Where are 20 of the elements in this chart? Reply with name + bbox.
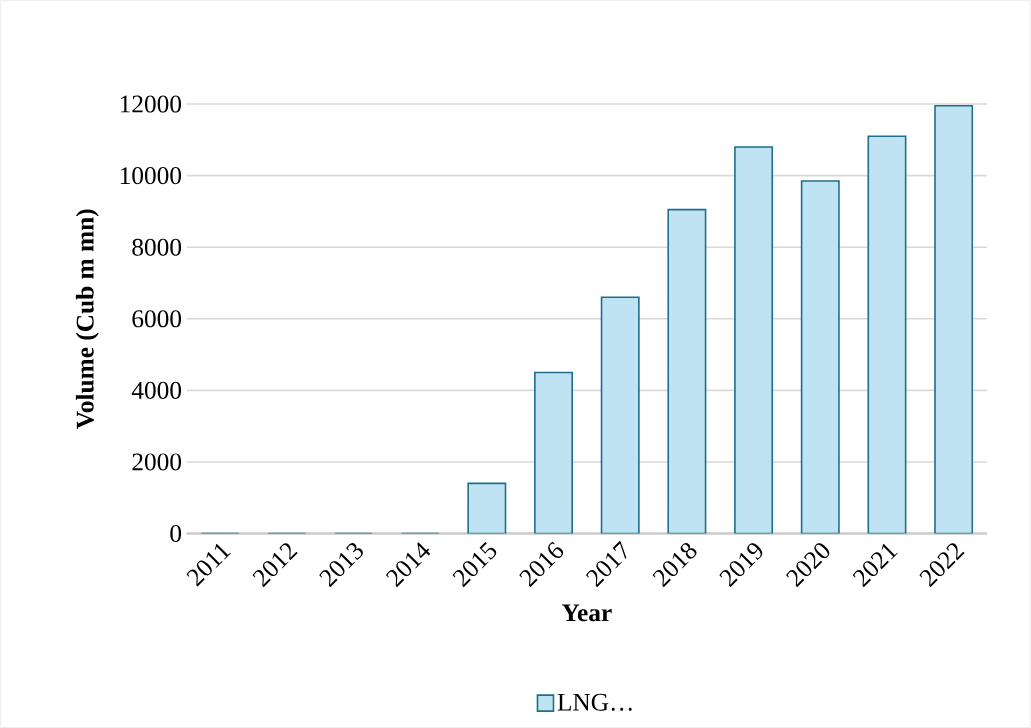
bar — [600, 296, 640, 534]
x-tick-label: 2011 — [186, 543, 231, 587]
x-axis-title: Year — [561, 604, 612, 622]
y-tick-label: 0 — [170, 524, 182, 542]
legend-label: LNG… — [557, 693, 632, 711]
y-tick-label: 8000 — [132, 238, 182, 256]
y-tick-label: 10000 — [120, 166, 182, 185]
y-tick-label: 4000 — [131, 381, 182, 399]
bar — [734, 146, 774, 534]
y-tick-label: 6000 — [132, 310, 182, 328]
bar — [867, 135, 907, 534]
x-tick-label: 2021 — [852, 543, 898, 588]
y-tick-label: 12000 — [120, 95, 182, 113]
bar — [534, 371, 573, 534]
y-axis-title: Volume (Cub m mn) — [75, 209, 99, 429]
y-tick-label: 2000 — [132, 453, 182, 471]
bar — [800, 180, 840, 534]
bar — [667, 208, 707, 534]
bar — [467, 482, 507, 534]
bar — [934, 104, 974, 534]
